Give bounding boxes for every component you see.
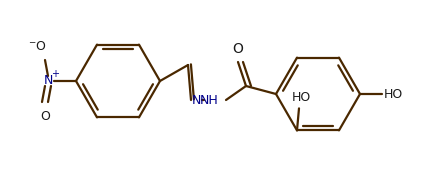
Text: N: N — [191, 94, 201, 106]
Text: O: O — [233, 42, 243, 56]
Text: +: + — [51, 69, 59, 79]
Text: O: O — [40, 110, 50, 123]
Text: $^{-}$O: $^{-}$O — [27, 40, 47, 53]
Text: HO: HO — [384, 88, 403, 101]
Text: NH: NH — [199, 94, 218, 106]
Text: N: N — [43, 74, 53, 88]
Text: HO: HO — [291, 91, 310, 104]
